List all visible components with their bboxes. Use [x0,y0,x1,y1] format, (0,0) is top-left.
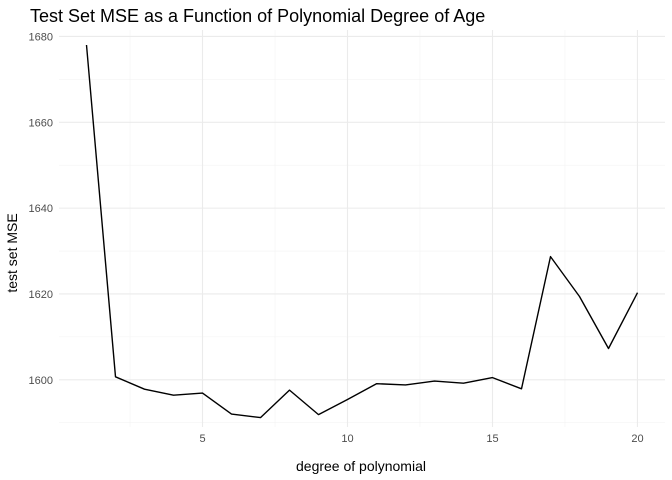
y-axis-title: test set MSE [4,213,20,292]
y-tick-label: 1660 [29,117,53,129]
y-tick-labels: 1600 1620 1640 1660 1680 [29,31,53,386]
x-tick-label: 20 [631,433,643,445]
x-tick-labels: 5 10 15 20 [199,433,643,445]
grid-lines [59,30,665,427]
x-tick-label: 5 [199,433,205,445]
series-group [85,44,639,419]
y-tick-label: 1620 [29,289,53,301]
x-tick-label: 10 [341,433,353,445]
y-tick-label: 1680 [29,31,53,43]
y-tick-label: 1600 [29,375,53,387]
series-line [85,44,639,419]
chart-title: Test Set MSE as a Function of Polynomial… [30,6,485,26]
x-tick-label: 15 [486,433,498,445]
y-tick-label: 1640 [29,203,53,215]
x-axis-title: degree of polynomial [296,458,426,474]
